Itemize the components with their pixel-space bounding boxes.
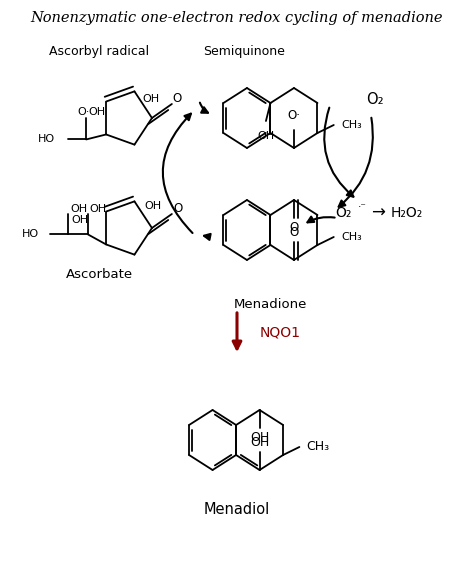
- Text: CH₃: CH₃: [341, 232, 362, 242]
- Text: O: O: [289, 221, 299, 234]
- Text: OH: OH: [250, 431, 269, 444]
- Text: O: O: [289, 226, 299, 239]
- Text: CH₃: CH₃: [307, 441, 330, 454]
- Text: ·⁻: ·⁻: [358, 202, 367, 212]
- Text: CH₃: CH₃: [341, 120, 362, 130]
- Text: OH: OH: [88, 108, 105, 117]
- Text: O: O: [173, 92, 182, 105]
- Text: O·: O·: [77, 107, 90, 116]
- Text: Semiquinone: Semiquinone: [203, 46, 285, 59]
- Text: OH: OH: [257, 131, 274, 141]
- Text: H₂O₂: H₂O₂: [391, 206, 423, 220]
- Text: NQO1: NQO1: [260, 326, 301, 340]
- Text: OH: OH: [70, 205, 87, 214]
- Text: Nonenzymatic one-electron redox cycling of menadione: Nonenzymatic one-electron redox cycling …: [31, 11, 443, 25]
- Text: Ascorbyl radical: Ascorbyl radical: [49, 46, 149, 59]
- Text: Ascorbate: Ascorbate: [66, 268, 133, 282]
- Text: OH: OH: [90, 205, 107, 214]
- Text: →: →: [371, 204, 385, 222]
- Text: Menadione: Menadione: [234, 299, 307, 311]
- Text: OH: OH: [144, 201, 161, 211]
- Text: OH: OH: [71, 214, 88, 225]
- Text: OH: OH: [250, 436, 269, 449]
- Text: HO: HO: [22, 230, 39, 239]
- Text: HO: HO: [38, 135, 55, 144]
- Text: O: O: [173, 202, 183, 215]
- Text: O₂: O₂: [336, 206, 352, 220]
- Text: O·: O·: [287, 109, 301, 122]
- Text: O₂: O₂: [366, 92, 384, 108]
- Text: Menadiol: Menadiol: [204, 503, 270, 518]
- Text: OH: OH: [142, 95, 159, 104]
